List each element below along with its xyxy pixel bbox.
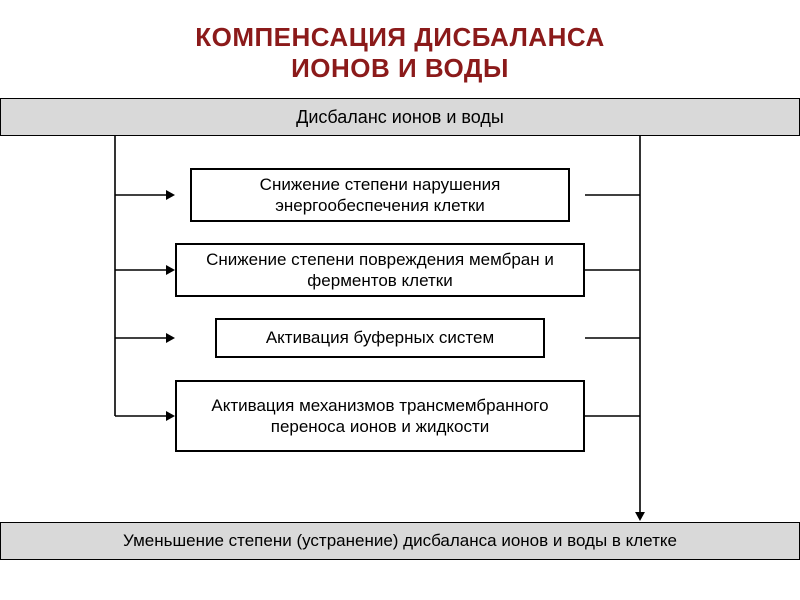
title-line2: ИОНОВ И ВОДЫ xyxy=(20,53,780,84)
flow-step-2-text: Снижение степени повреждения мембран и ф… xyxy=(187,249,573,292)
flow-step-2: Снижение степени повреждения мембран и ф… xyxy=(175,243,585,297)
title-line1: КОМПЕНСАЦИЯ ДИСБАЛАНСА xyxy=(20,22,780,53)
flow-step-4-text: Активация механизмов трансмембранного пе… xyxy=(187,395,573,438)
flow-diagram: Дисбаланс ионов и воды Снижение степени … xyxy=(0,98,800,598)
flow-footer-box: Уменьшение степени (устранение) дисбалан… xyxy=(0,522,800,560)
flow-step-3-text: Активация буферных систем xyxy=(266,327,494,348)
flow-step-1: Снижение степени нарушения энергообеспеч… xyxy=(190,168,570,222)
flow-step-4: Активация механизмов трансмембранного пе… xyxy=(175,380,585,452)
page-title: КОМПЕНСАЦИЯ ДИСБАЛАНСА ИОНОВ И ВОДЫ xyxy=(0,0,800,98)
flow-header-text: Дисбаланс ионов и воды xyxy=(296,107,504,128)
flow-footer-text: Уменьшение степени (устранение) дисбалан… xyxy=(123,531,677,551)
flow-header-box: Дисбаланс ионов и воды xyxy=(0,98,800,136)
flow-step-3: Активация буферных систем xyxy=(215,318,545,358)
flow-step-1-text: Снижение степени нарушения энергообеспеч… xyxy=(202,174,558,217)
